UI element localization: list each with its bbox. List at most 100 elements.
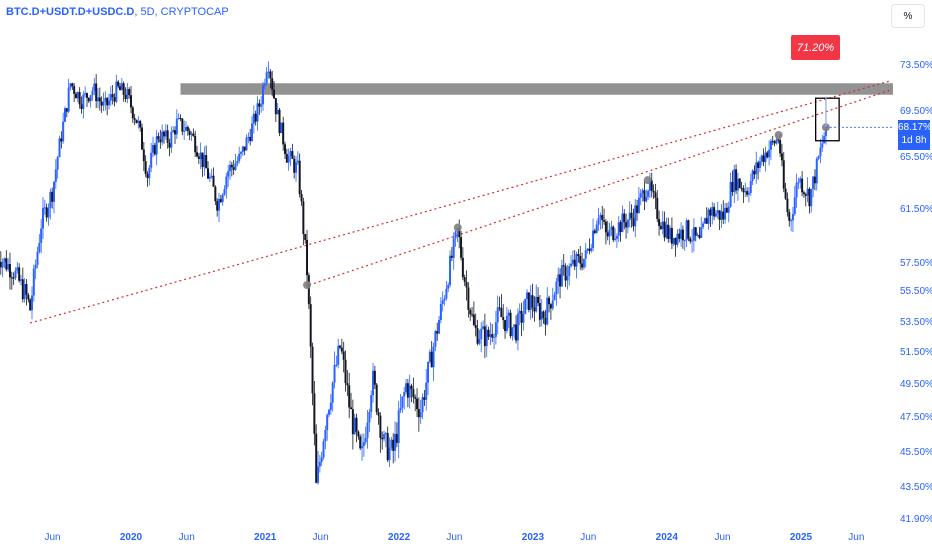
unit-toggle-button[interactable]: %	[891, 4, 925, 28]
candle-body	[445, 288, 448, 299]
candle-body	[518, 310, 521, 314]
candle-body	[87, 97, 90, 102]
candle-body	[733, 169, 736, 192]
candle-body	[390, 439, 393, 448]
candle-body	[553, 294, 556, 301]
candle-body	[579, 256, 582, 264]
candle-body	[78, 92, 81, 105]
candle-body	[30, 295, 33, 311]
candle-body	[537, 296, 540, 304]
candle-body	[791, 214, 794, 221]
candle-body	[102, 101, 105, 106]
candle-body	[118, 86, 121, 91]
candle-body	[152, 145, 155, 153]
symbol-header[interactable]: BTC.D+USDT.D+USDC.D, 5D, CRYPTOCAP	[6, 6, 229, 18]
candle-body	[538, 303, 541, 320]
candle-body	[5, 258, 8, 270]
candle-body	[326, 414, 329, 431]
x-tick-label: Jun	[44, 532, 61, 543]
candle-body	[194, 135, 197, 153]
candle-body	[592, 230, 595, 248]
candle-body	[329, 402, 332, 410]
candle-body	[383, 434, 386, 440]
x-tick-label: Jun	[580, 532, 597, 543]
candle-body	[434, 331, 437, 347]
candle-body	[483, 326, 486, 347]
candle-body	[524, 299, 527, 314]
candle-body	[344, 359, 347, 384]
candle-body	[16, 267, 19, 271]
candle-body	[727, 206, 730, 213]
candle-body	[725, 207, 728, 213]
candle-body	[502, 317, 505, 321]
candle-body	[804, 194, 807, 196]
y-tick-label: 65.50%	[900, 152, 932, 163]
candle-body	[599, 215, 602, 219]
candle-body	[274, 98, 277, 115]
candle-body	[353, 417, 356, 435]
candle-body	[69, 83, 72, 88]
candle-body	[430, 351, 433, 368]
candle-body	[120, 83, 123, 91]
candle-body	[691, 240, 694, 242]
candle-body	[670, 228, 673, 244]
candle-body	[661, 221, 664, 230]
y-tick-label: 55.50%	[900, 286, 932, 297]
candle-body	[311, 346, 314, 394]
candle-body	[681, 229, 684, 241]
candle-body	[333, 365, 336, 383]
candle-body	[626, 220, 629, 228]
candle-body	[168, 142, 171, 148]
candle-body	[507, 312, 510, 316]
candle-body	[258, 103, 261, 107]
candle-body	[615, 235, 618, 239]
candle-body	[593, 230, 596, 233]
candle-body	[665, 224, 668, 238]
candle-body	[128, 89, 131, 96]
candle-body	[718, 210, 721, 220]
candle-body	[219, 199, 222, 203]
candle-body	[703, 218, 706, 224]
candle-body	[54, 169, 57, 182]
candle-body	[516, 313, 519, 341]
candle-body	[812, 176, 815, 190]
pivot-marker	[303, 281, 312, 289]
candle-body	[742, 188, 745, 193]
candle-body	[786, 198, 789, 213]
candle-body	[307, 275, 310, 305]
candle-body	[357, 431, 360, 437]
x-tick-label: Jun	[848, 532, 865, 543]
candle-body	[91, 90, 94, 96]
candle-body	[667, 224, 670, 239]
candle-body	[454, 231, 457, 239]
candle-body	[395, 433, 398, 443]
candle-body	[52, 181, 55, 202]
candle-body	[399, 407, 402, 411]
candle-body	[500, 307, 503, 318]
y-tick-label: 61.50%	[900, 204, 932, 215]
candle-body	[175, 118, 178, 135]
candle-body	[21, 279, 24, 300]
candle-body	[716, 210, 719, 214]
candle-body	[214, 186, 217, 202]
candle-body	[806, 188, 809, 196]
candle-body	[709, 209, 712, 216]
candle-body	[51, 191, 54, 202]
pivot-marker	[774, 131, 783, 139]
candle-body	[282, 122, 285, 145]
header-separator-2: ,	[154, 6, 161, 18]
candle-body	[443, 298, 446, 301]
candle-body	[188, 130, 191, 135]
header-separator: ,	[134, 6, 141, 18]
candle-body	[392, 439, 395, 451]
candle-body	[423, 397, 426, 400]
candle-body	[632, 218, 635, 227]
candle-body	[696, 234, 699, 236]
candle-body	[608, 229, 611, 237]
candle-body	[650, 180, 653, 191]
source-label: CRYPTOCAP	[160, 6, 229, 18]
candle-body	[216, 201, 219, 211]
candle-body	[496, 307, 499, 323]
candle-body	[309, 304, 312, 347]
